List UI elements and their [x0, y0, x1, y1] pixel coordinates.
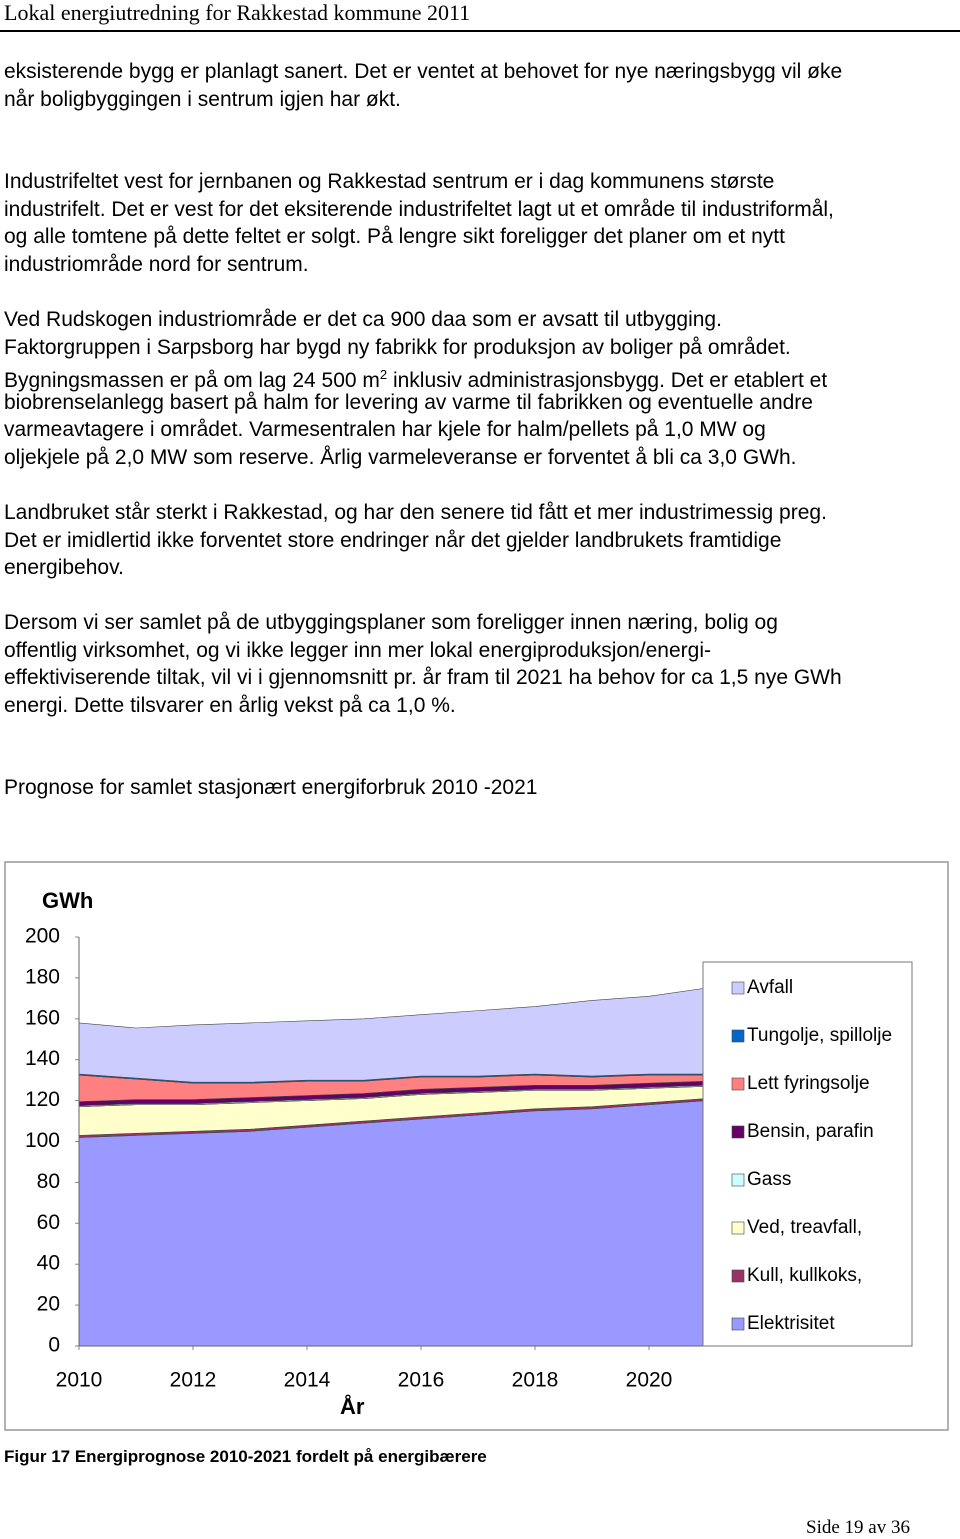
text-line: når boligbyggingen i sentrum igjen har ø… [4, 87, 401, 111]
area [78, 1100, 707, 1347]
text-line: effektiviserende tiltak, vil vi i gjenno… [4, 666, 842, 690]
legend-label: Kull, kullkoks, [747, 1265, 862, 1286]
text-line: biobrenselanlegg basert på halm for leve… [4, 390, 813, 414]
text-line: Faktorgruppen i Sarpsborg har bygd ny fa… [4, 335, 791, 359]
x-tick-label: 2014 [284, 1369, 331, 1392]
y-tick-label: 180 [25, 965, 60, 988]
x-tick-label: 2016 [398, 1369, 445, 1392]
y-tick-label: 80 [37, 1170, 60, 1193]
legend-label: Lett fyringsolje [747, 1073, 870, 1094]
legend-label: Ved, treavfall, [747, 1217, 862, 1238]
x-tick-label: 2018 [512, 1369, 559, 1392]
superscript: 2 [379, 367, 388, 383]
caption: Figur 17 Energiprognose 2010-2021 fordel… [4, 1447, 487, 1466]
text-span: Bygningsmassen er på om lag 24 500 m [4, 369, 380, 393]
legend-swatch [731, 1077, 745, 1091]
text-line: Dersom vi ser samlet på de utbyggingspla… [4, 611, 778, 634]
legend-swatch [731, 1125, 745, 1139]
legend-swatch [731, 1317, 745, 1331]
heading: Prognose for samlet stasjonært energifor… [4, 776, 538, 799]
x-tick-label: 2020 [626, 1369, 673, 1392]
text-line: Industrifeltet vest for jernbanen og Rak… [4, 170, 775, 193]
text-line: industrifelt. Det er vest for det eksite… [4, 197, 834, 221]
legend-swatch [731, 1173, 745, 1187]
legend-label: Gass [747, 1169, 791, 1190]
legend-swatch [731, 1269, 745, 1283]
y-tick-label: 140 [25, 1047, 60, 1070]
x-axis-title: År [340, 1393, 365, 1419]
text-line: varmeavtagere i området. Varmesentralen … [4, 418, 766, 442]
text-line: energibehov. [4, 556, 124, 580]
text-line: Det er imidlertid ikke forventet store e… [4, 528, 782, 552]
text-line: offentlig virksomhet, og vi ikke legger … [4, 638, 711, 662]
legend-label: Avfall [747, 977, 793, 998]
text-line: industriområde nord for sentrum. [4, 252, 309, 276]
text-line: Landbruket står sterkt i Rakkestad, og h… [4, 501, 827, 524]
text-span: inklusiv administrasjonsbygg. Det er eta… [387, 369, 828, 393]
chart: GWh År 0 20 40 60 80 100 120 140 160 180 200 2010 2012… [4, 861, 949, 1431]
text-line: energi. Dette tilsvarer en årlig vekst p… [4, 693, 456, 717]
y-tick-label: 160 [25, 1006, 60, 1029]
text-line: og alle tomtene på dette feltet er solgt… [4, 225, 785, 249]
legend-swatch [731, 1221, 745, 1235]
y-tick-label: 60 [37, 1211, 60, 1234]
x-tick-label: 2010 [56, 1369, 103, 1392]
text-line: Bygningsmassen er på om lag 24 500 m2 in… [4, 363, 827, 393]
legend-label: Elektrisitet [747, 1313, 835, 1334]
footer: Side 19 av 36 [806, 1517, 910, 1538]
legend-swatch [731, 981, 745, 995]
x-tick-label: 2012 [170, 1369, 217, 1392]
legend-swatch [731, 1029, 745, 1043]
text-line: eksisterende bygg er planlagt sanert. De… [4, 60, 843, 83]
text-line: oljekjele på 2,0 MW som reserve. Årlig v… [4, 446, 797, 469]
header-title: Lokal energiutredning for Rakkestad komm… [4, 0, 471, 25]
y-tick-label: 200 [25, 925, 60, 948]
y-tick-label: 0 [48, 1334, 60, 1357]
y-tick-label: 20 [37, 1293, 60, 1316]
legend-label: Tungolje, spillolje [747, 1025, 892, 1046]
legend-label: Bensin, parafin [747, 1121, 874, 1142]
text-line: Ved Rudskogen industriområde er det ca 9… [4, 308, 722, 331]
legend-frame [702, 961, 913, 1347]
y-tick-label: 100 [25, 1129, 60, 1152]
y-tick-label: 40 [37, 1252, 60, 1275]
header-rule [0, 30, 960, 32]
y-axis-title: GWh [42, 888, 93, 913]
y-tick-label: 120 [25, 1088, 60, 1111]
